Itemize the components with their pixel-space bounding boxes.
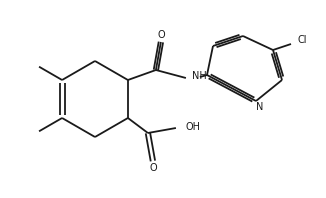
Text: O: O xyxy=(149,163,157,173)
Text: N: N xyxy=(256,102,264,112)
Text: OH: OH xyxy=(186,122,201,132)
Text: Cl: Cl xyxy=(298,35,307,45)
Text: NH: NH xyxy=(192,71,207,81)
Text: O: O xyxy=(157,30,165,40)
